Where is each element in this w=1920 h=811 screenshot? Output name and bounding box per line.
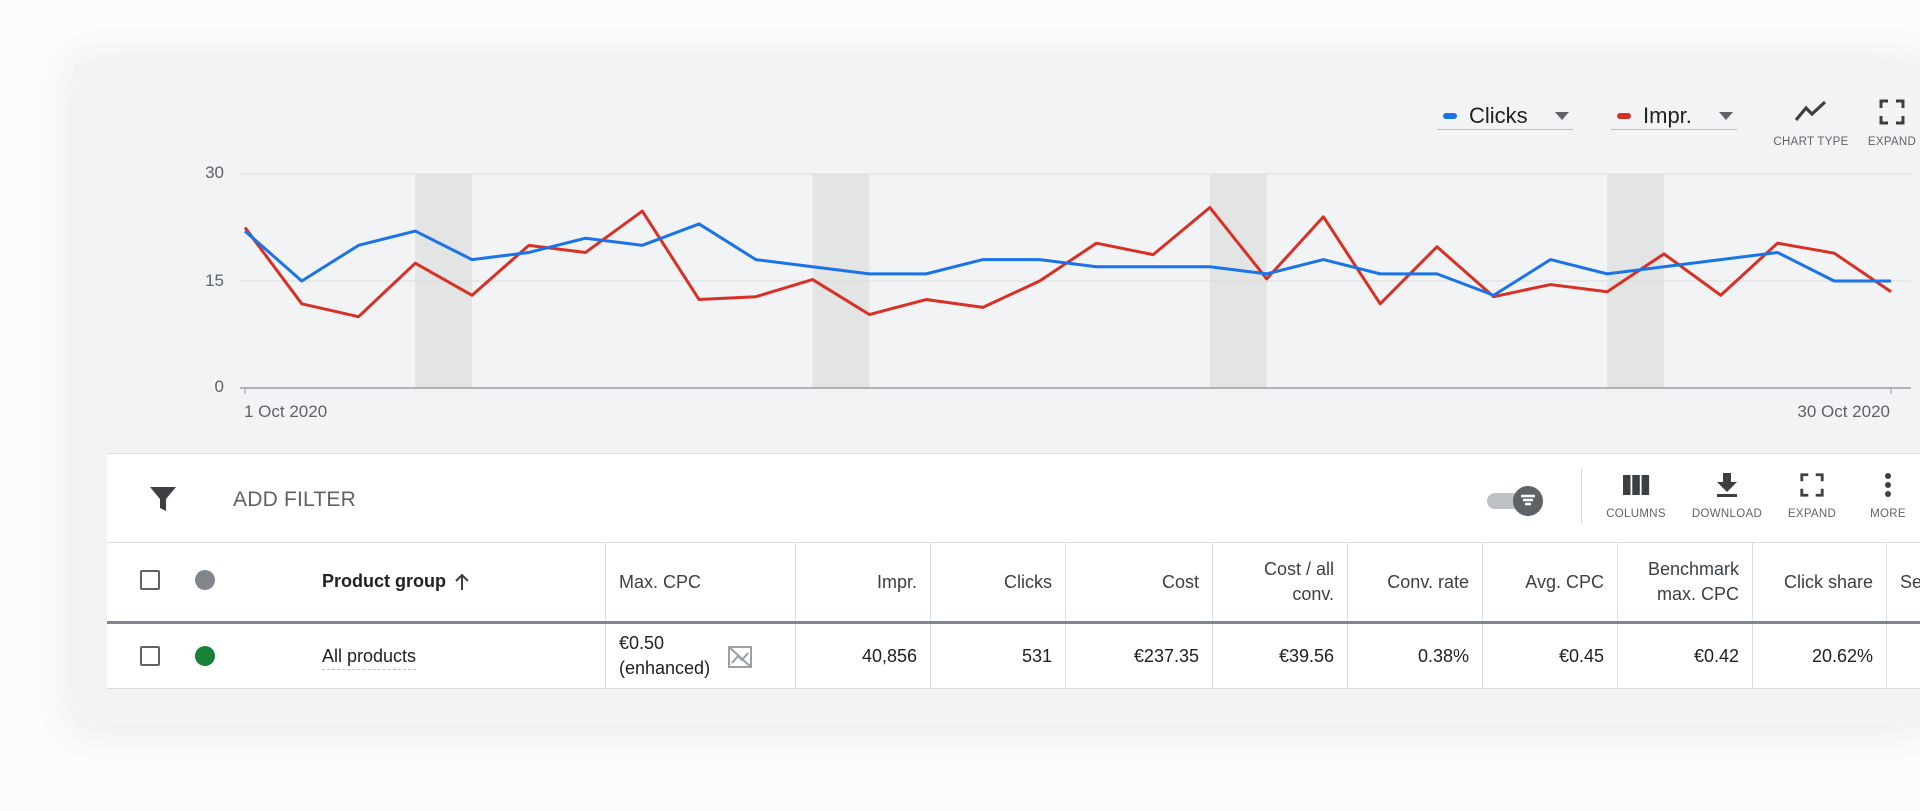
- chevron-down-icon: [1719, 112, 1733, 120]
- product-group-header-label: Product group: [322, 571, 446, 591]
- header-click-share[interactable]: Click share: [1753, 543, 1887, 621]
- header-max-cpc[interactable]: Max. CPC: [606, 543, 796, 621]
- header-product-group[interactable]: Product group: [107, 543, 606, 621]
- add-filter-button[interactable]: ADD FILTER: [233, 488, 356, 511]
- download-icon: [1717, 473, 1737, 497]
- download-button[interactable]: DOWNLOAD: [1685, 472, 1769, 520]
- row-avg-cpc-cell: €0.45: [1483, 624, 1618, 688]
- table-row: All products €0.50 (enhanced) 40,856 531…: [107, 624, 1920, 689]
- chevron-down-icon: [1555, 112, 1569, 120]
- toolbar-divider: [1581, 468, 1582, 524]
- expand-icon: [1800, 473, 1824, 497]
- row-benchmark-cell: €0.42: [1618, 624, 1753, 688]
- download-label: DOWNLOAD: [1691, 508, 1763, 520]
- filter-icon[interactable]: [148, 484, 178, 514]
- clicks-metric-selector[interactable]: Clicks: [1437, 101, 1573, 130]
- max-cpc-strategy: (enhanced): [619, 658, 711, 678]
- impr-metric-selector[interactable]: Impr.: [1611, 101, 1737, 130]
- row-clicks-cell: 531: [931, 624, 1066, 688]
- header-impr[interactable]: Impr.: [796, 543, 931, 621]
- max-cpc-value: €0.50 (enhanced): [619, 631, 710, 681]
- table-header-row: Product group Max. CPC Impr. Clicks Cost…: [107, 543, 1920, 624]
- y-tick-30: 30: [205, 163, 224, 182]
- table-expand-button[interactable]: EXPAND: [1779, 472, 1845, 520]
- header-clicks[interactable]: Clicks: [931, 543, 1066, 621]
- row-impr-cell: 40,856: [796, 624, 931, 688]
- table-toolbar: ADD FILTER COLUMNS: [107, 454, 1920, 543]
- header-cut-off-column[interactable]: Se: [1900, 571, 1920, 592]
- product-group-link[interactable]: All products: [322, 646, 417, 670]
- chart-expand-label: EXPAND: [1867, 136, 1917, 148]
- table-expand-label: EXPAND: [1787, 508, 1837, 520]
- clicks-legend-swatch: [1443, 113, 1457, 119]
- max-cpc-amount: €0.50: [619, 633, 665, 653]
- status-enabled-icon[interactable]: [195, 646, 215, 666]
- x-tick-end: 30 Oct 2020: [1797, 402, 1890, 421]
- toggle-knob: [1513, 486, 1543, 516]
- y-tick-15: 15: [205, 271, 224, 290]
- chart-type-button[interactable]: CHART TYPE: [1766, 98, 1856, 148]
- more-button[interactable]: MORE: [1863, 472, 1913, 520]
- impr-legend-swatch: [1617, 113, 1631, 119]
- row-cost-all-conv-cell: €39.56: [1213, 624, 1348, 688]
- product-groups-table: ADD FILTER COLUMNS: [107, 453, 1920, 689]
- header-avg-cpc[interactable]: Avg. CPC: [1483, 543, 1618, 621]
- performance-chart: [240, 173, 1911, 394]
- row-click-share-cell: 20.62%: [1753, 624, 1887, 688]
- row-checkbox[interactable]: [140, 646, 160, 666]
- row-product-group-cell: All products: [107, 624, 606, 688]
- chart-expand-button[interactable]: EXPAND: [1864, 98, 1920, 148]
- header-benchmark-line2: max. CPC: [1656, 584, 1739, 604]
- row-cut-off-cell: [1887, 624, 1920, 688]
- more-label: MORE: [1870, 508, 1906, 520]
- report-panel: Clicks Impr. CHART TYPE EXPAND 30 15 0 1…: [74, 63, 1920, 726]
- header-benchmark-line1: Benchmark: [1647, 559, 1739, 579]
- x-tick-start: 1 Oct 2020: [244, 402, 328, 421]
- header-cost-all-conv[interactable]: Cost / all conv.: [1213, 543, 1348, 621]
- expand-icon: [1879, 99, 1905, 125]
- header-cost-all-conv-line2: conv.: [1292, 584, 1334, 604]
- arrow-up-icon: [455, 573, 469, 590]
- status-header-icon: [195, 570, 215, 590]
- clicks-metric-label: Clicks: [1469, 103, 1528, 128]
- segment-icon: [1521, 494, 1535, 506]
- columns-label: COLUMNS: [1606, 508, 1666, 520]
- header-cost[interactable]: Cost: [1066, 543, 1213, 621]
- select-all-checkbox[interactable]: [140, 570, 160, 590]
- no-chart-icon: [728, 646, 752, 668]
- more-vert-icon: [1885, 473, 1891, 497]
- segment-toggle[interactable]: [1487, 485, 1545, 516]
- columns-button[interactable]: COLUMNS: [1597, 472, 1675, 520]
- header-benchmark-max-cpc[interactable]: Benchmark max. CPC: [1618, 543, 1753, 621]
- row-conv-rate-cell: 0.38%: [1348, 624, 1483, 688]
- row-max-cpc-cell[interactable]: €0.50 (enhanced): [606, 624, 796, 688]
- y-tick-0: 0: [214, 377, 224, 396]
- columns-icon: [1623, 475, 1650, 495]
- chart-type-label: CHART TYPE: [1773, 136, 1849, 148]
- header-cost-all-conv-line1: Cost / all: [1263, 559, 1334, 579]
- row-cost-cell: €237.35: [1066, 624, 1213, 688]
- impr-metric-label: Impr.: [1643, 103, 1692, 128]
- line-chart-icon: [1794, 100, 1827, 122]
- series-line-clicks: [244, 222, 1891, 297]
- header-conv-rate[interactable]: Conv. rate: [1348, 543, 1483, 621]
